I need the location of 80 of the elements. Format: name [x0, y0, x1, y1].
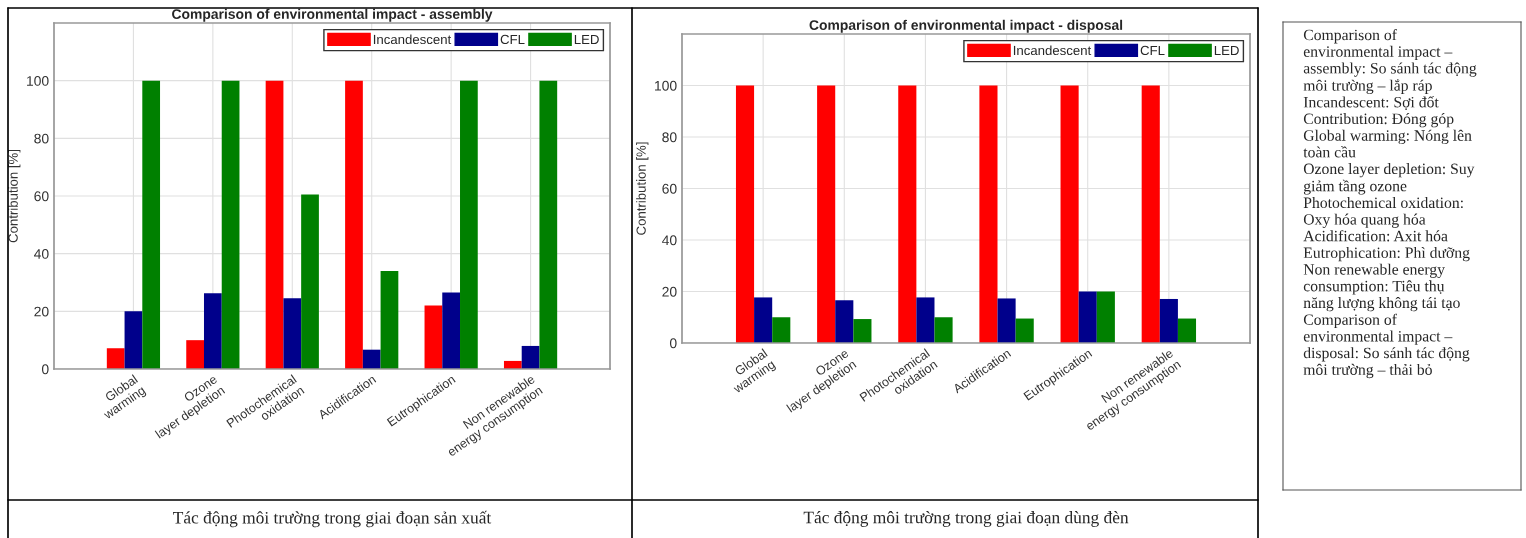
y-tick-label: 80 — [662, 132, 677, 143]
bar — [539, 80, 558, 369]
bar — [1060, 85, 1079, 343]
text: toàn cầu — [1303, 145, 1356, 158]
legend-label: Incandescent — [1013, 45, 1092, 56]
y-tick-label: 20 — [662, 286, 677, 297]
bar — [283, 298, 302, 369]
bar — [898, 85, 917, 343]
text: Comparison of — [1303, 313, 1397, 329]
bar — [106, 348, 125, 369]
bar — [186, 340, 204, 369]
chart-title: Comparison of environmental impact - assembly — [172, 8, 493, 22]
text: environmental impact – — [1303, 45, 1453, 61]
text: Tác động môi trường trong giai đoạn sản xuất — [173, 510, 492, 528]
y-axis-title: Contribution [%] — [636, 142, 649, 235]
text: assembly: So sánh tác động — [1303, 62, 1477, 77]
bar — [1141, 85, 1160, 343]
bar — [380, 270, 399, 369]
text: Comparison of — [1303, 29, 1397, 44]
bar — [754, 297, 773, 343]
bar — [124, 311, 143, 369]
legend-label: CFL — [500, 34, 525, 45]
legend-label: LED — [574, 34, 599, 44]
legend-label: Incandescent — [373, 34, 452, 45]
y-tick-label: 0 — [669, 338, 677, 349]
text: Contribution: Đóng góp — [1303, 113, 1454, 128]
text: disposal: So sánh tác động — [1303, 347, 1470, 362]
y-tick-label: 40 — [662, 235, 677, 246]
text: Eutrophication: Phì dưỡng — [1303, 246, 1470, 262]
text: môi trường – thải bỏ — [1303, 363, 1432, 379]
text: consumption: Tiêu thụ — [1303, 280, 1445, 295]
y-tick-label: 40 — [34, 249, 49, 259]
text: Tác động môi trường trong giai đoạn dùng đèn — [803, 511, 1129, 527]
text: năng lượng không tái tạo — [1303, 296, 1460, 312]
text: Global warming: Nóng lên — [1303, 129, 1472, 145]
bar — [1159, 298, 1178, 343]
bar — [142, 80, 161, 369]
text: environmental impact – — [1303, 330, 1453, 345]
text: Ozone layer depletion: Suy — [1303, 163, 1475, 178]
text: giảm tầng ozone — [1303, 179, 1407, 195]
y-tick-label: 0 — [41, 364, 49, 375]
bar — [221, 80, 240, 369]
y-tick-label: 100 — [27, 76, 49, 86]
bar — [424, 305, 443, 369]
text: Photochemical oxidation: — [1303, 196, 1463, 209]
bar — [835, 300, 854, 343]
bar — [1096, 291, 1115, 343]
bar — [934, 317, 953, 343]
bar — [460, 80, 478, 369]
bar — [1177, 318, 1197, 343]
bar — [979, 85, 998, 343]
bar — [362, 349, 381, 369]
bar — [265, 80, 284, 369]
bar — [735, 85, 755, 343]
y-tick-label: 80 — [34, 133, 49, 144]
bar — [916, 297, 935, 343]
bar — [203, 293, 222, 369]
bar — [772, 317, 791, 343]
y-tick-label: 60 — [662, 183, 677, 194]
bar — [817, 85, 836, 343]
y-axis-title: Contribution [%] — [8, 150, 21, 243]
bar — [442, 292, 461, 369]
legend-label: LED — [1214, 45, 1239, 55]
text: Acidification: Axit hóa — [1303, 230, 1448, 242]
y-tick-label: 60 — [34, 191, 49, 202]
bar — [1078, 291, 1097, 343]
text: Oxy hóa quang hóa — [1303, 213, 1426, 228]
bar — [521, 345, 540, 369]
y-tick-label: 100 — [655, 80, 677, 91]
chart-title: Comparison of environmental impact - disposal — [809, 19, 1123, 33]
text: Incandescent: Sợi đốt — [1303, 95, 1439, 110]
text: Non renewable energy — [1303, 263, 1445, 278]
bar — [997, 298, 1016, 343]
legend-label: CFL — [1140, 45, 1165, 56]
bar — [853, 319, 872, 343]
text: môi trường – lắp ráp — [1303, 79, 1432, 94]
bar — [1015, 318, 1034, 343]
bar — [345, 80, 363, 369]
bar — [301, 194, 319, 369]
y-tick-label: 20 — [34, 306, 49, 317]
